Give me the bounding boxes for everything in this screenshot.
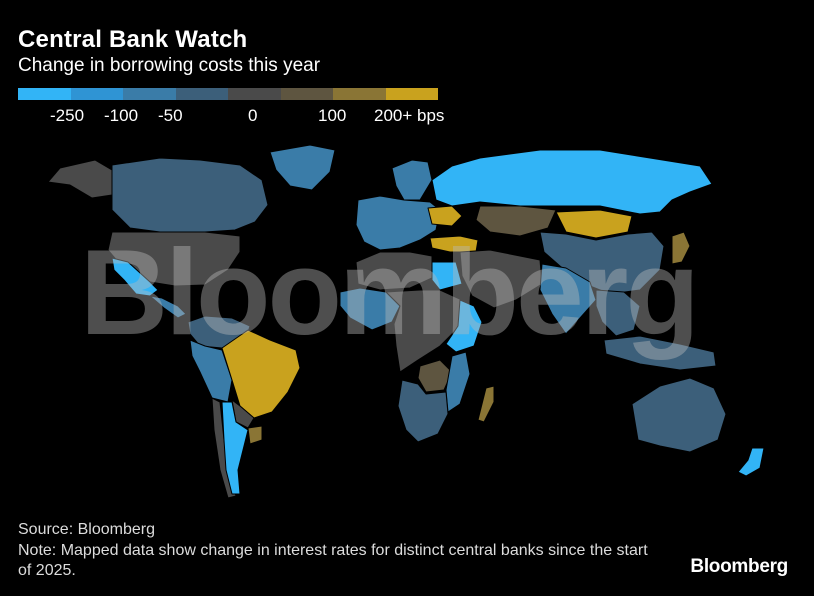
region-central-america: [149, 295, 187, 319]
region-japan: [671, 231, 691, 265]
region-zambia: [417, 359, 453, 393]
region-scandinavia: [391, 159, 433, 201]
bloomberg-logo: Bloomberg: [690, 556, 788, 577]
region-madagascar: [477, 385, 495, 423]
region-europe-west: [355, 195, 441, 251]
chart-subtitle: Change in borrowing costs this year: [18, 55, 321, 76]
region-russia: [431, 149, 713, 215]
legend-swatch-3: [175, 88, 228, 100]
region-china: [539, 231, 665, 295]
region-greenland: [269, 144, 336, 191]
region-mozambique: [445, 351, 471, 413]
region-ukraine: [427, 205, 463, 227]
legend-label-minus-50: -50: [158, 106, 183, 125]
region-new-zealand: [737, 447, 765, 477]
legend-swatch-0: [18, 88, 71, 100]
region-alaska: [47, 159, 113, 199]
region-argentina: [221, 401, 249, 495]
source-text: Source: Bloomberg: [18, 521, 155, 538]
region-mongolia: [555, 209, 633, 239]
legend-swatch-1: [70, 88, 123, 100]
legend-labels: -250 -100 -50 0 100 200+ bps: [18, 106, 458, 130]
legend-label-200-plus: 200+ bps: [374, 106, 445, 125]
note-text: Note: Mapped data show change in interes…: [18, 542, 648, 579]
legend-swatch-7: [385, 88, 438, 100]
region-chile: [211, 397, 237, 499]
legend-label-minus-250: -250: [50, 106, 85, 125]
region-middle-east: [459, 249, 543, 309]
legend-swatch-4: [228, 88, 281, 100]
region-canada: [111, 157, 269, 233]
region-egypt: [431, 261, 463, 291]
legend-swatch-5: [280, 88, 333, 100]
region-australia: [631, 377, 727, 453]
region-west-africa: [339, 287, 401, 331]
legend-swatch-2: [123, 88, 176, 100]
legend-label-zero: 0: [248, 106, 258, 125]
region-uruguay: [247, 425, 263, 445]
region-kazakhstan: [475, 205, 557, 237]
region-east-africa: [445, 299, 483, 353]
region-south-africa: [397, 379, 449, 443]
legend-label-minus-100: -100: [104, 106, 139, 125]
bloomberg-watermark: Bloomberg: [80, 224, 700, 360]
region-indonesia: [603, 335, 717, 371]
region-india: [539, 263, 597, 335]
region-central-africa: [385, 289, 463, 373]
legend-label-100: 100: [318, 106, 347, 125]
region-southeast-asia: [595, 289, 641, 337]
legend-swatch-6: [333, 88, 386, 100]
legend-color-bar: [18, 88, 438, 100]
region-brazil: [221, 329, 301, 419]
world-map: [47, 144, 765, 499]
chart-title: Central Bank Watch: [18, 26, 248, 53]
